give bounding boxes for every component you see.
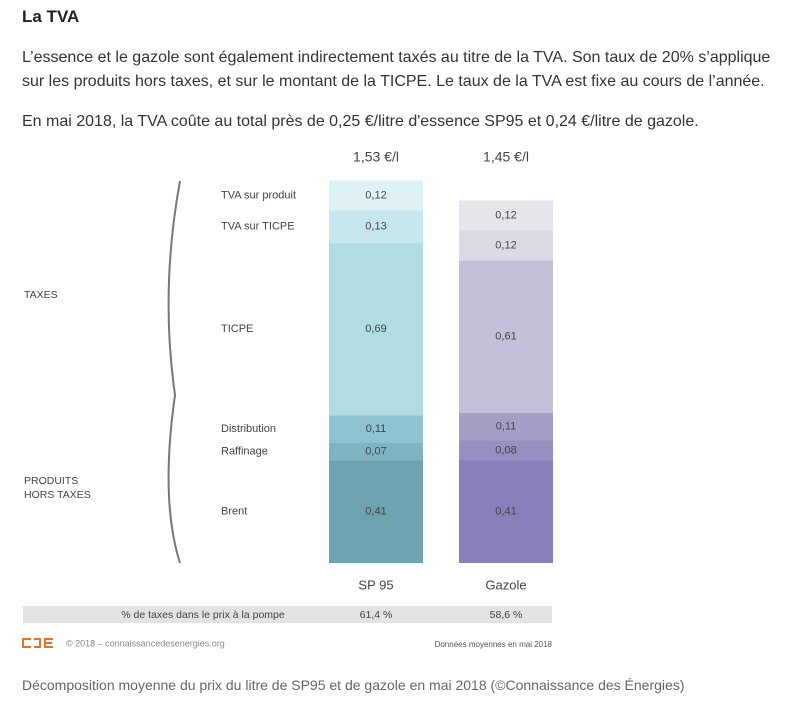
total-label: 1,53 €/l	[353, 149, 399, 165]
value-label: 0,69	[365, 323, 386, 335]
value-label: 0,12	[365, 189, 386, 201]
bar-segment	[459, 440, 553, 461]
bar-segment	[329, 243, 423, 416]
segment-label: Brent	[221, 506, 247, 518]
heading: La TVA	[22, 7, 80, 26]
segment-label: Distribution	[221, 423, 276, 435]
value-label: 0,12	[495, 209, 516, 221]
segment-label: TVA sur produit	[221, 189, 296, 201]
bar-segment	[329, 210, 423, 243]
brace	[167, 180, 181, 564]
tax-share-label: % de taxes dans le prix à la pompe	[121, 609, 285, 621]
tax-row-band	[23, 606, 552, 623]
category-label: Gazole	[485, 577, 526, 592]
value-label: 0,12	[495, 239, 516, 251]
group-label: TAXES	[24, 289, 58, 301]
value-label: 0,41	[365, 506, 386, 518]
value-label: 0,08	[495, 444, 516, 456]
bar-segment	[329, 443, 423, 461]
tax-share-value: 58,6 %	[490, 609, 523, 621]
tax-share-value: 61,4 %	[360, 609, 393, 621]
note: Données moyennes en mai 2018	[435, 640, 553, 649]
paragraph: L’essence et le gazole sont également in…	[22, 49, 771, 90]
bar-segment	[329, 415, 423, 443]
segment-label: Raffinage	[221, 446, 268, 458]
value-label: 0,11	[496, 421, 517, 433]
value-label: 0,61	[495, 331, 516, 343]
value-label: 0,07	[365, 446, 386, 458]
bar-segment	[329, 460, 423, 563]
bar-segment	[459, 413, 553, 441]
segment-label: TICPE	[221, 323, 253, 335]
group-label: PRODUITS HORS TAXES	[24, 475, 91, 501]
bar-segment	[459, 460, 553, 563]
logo	[22, 638, 53, 648]
bar-segment	[459, 200, 553, 231]
paragraph: En mai 2018, la TVA coûte au total près …	[22, 113, 699, 130]
source: © 2018 – connaissancedesenergies.org	[66, 638, 225, 648]
bar-segment	[329, 180, 423, 211]
bar-segment	[459, 260, 553, 413]
segment-label: TVA sur TICPE	[221, 221, 295, 233]
value-label: 0,11	[366, 423, 387, 435]
caption: Décomposition moyenne du prix du litre d…	[22, 677, 685, 693]
value-label: 0,41	[495, 506, 516, 518]
bar-segment	[459, 230, 553, 261]
value-label: 0,13	[365, 221, 386, 233]
category-label: SP 95	[358, 577, 393, 592]
total-label: 1,45 €/l	[483, 149, 529, 165]
